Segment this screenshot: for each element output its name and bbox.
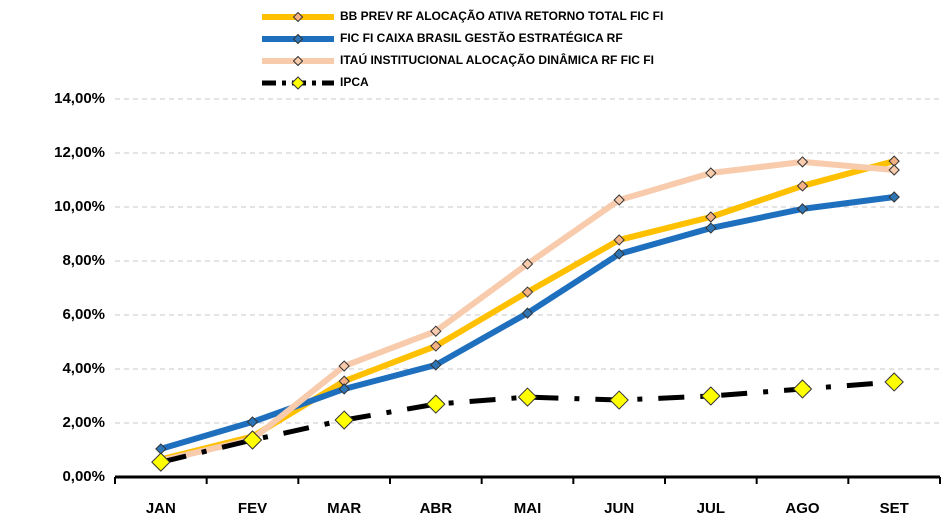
legend-marker [292,55,304,67]
x-tick-label: ABR [420,500,453,517]
legend-marker [291,76,305,90]
x-tick-label: FEV [238,500,267,517]
y-tick-label: 8,00% [62,252,105,269]
series-marker [430,359,442,371]
y-tick-label: 0,00% [62,468,105,485]
x-tick-label: JUN [604,500,634,517]
series-marker [705,167,717,179]
x-tick-label: AGO [785,500,820,517]
y-tick-label: 14,00% [54,90,105,107]
series-marker [521,286,534,298]
legend-label: FIC FI CAIXA BRASIL GESTÃO ESTRATÉGICA R… [340,30,623,45]
series-marker [796,156,809,168]
legend-marker [292,33,304,45]
x-tick-label: MAR [327,500,361,517]
y-tick-label: 12,00% [54,144,105,161]
series-marker [609,390,629,410]
series-marker [888,164,900,176]
y-tick-label: 2,00% [62,414,105,431]
series-marker [888,191,900,203]
series-marker [426,394,446,414]
legend-marker [292,11,304,23]
series-marker [338,360,350,372]
series-marker [430,325,442,337]
series-marker [796,203,809,215]
series-marker [705,222,717,234]
x-tick-label: JAN [146,500,176,517]
series-marker [521,258,534,270]
series-marker [334,410,354,430]
legend-label: BB PREV RF ALOCAÇÃO ATIVA RETORNO TOTAL … [340,8,663,23]
series-marker [613,234,625,246]
legend-label: ITAÚ INSTITUCIONAL ALOCAÇÃO DINÂMICA RF … [340,52,654,67]
series-marker [246,416,259,428]
series-marker [701,386,721,406]
series-marker [151,452,171,472]
series-marker [613,194,625,206]
series-marker [705,211,717,223]
y-tick-label: 4,00% [62,360,105,377]
series-marker [884,372,904,392]
series-marker [796,180,809,192]
series-marker [517,387,538,407]
series-marker [338,383,350,395]
x-tick-label: JUL [697,500,725,517]
legend-label: IPCA [340,75,369,89]
x-tick-label: MAI [514,500,542,517]
x-tick-label: SET [880,500,909,517]
y-tick-label: 10,00% [54,198,105,215]
series-marker [242,430,263,450]
series-marker [792,379,813,399]
y-tick-label: 6,00% [62,306,105,323]
series-marker [430,340,442,352]
series-line [159,194,895,452]
series-marker [521,307,534,319]
series-marker [613,248,625,260]
